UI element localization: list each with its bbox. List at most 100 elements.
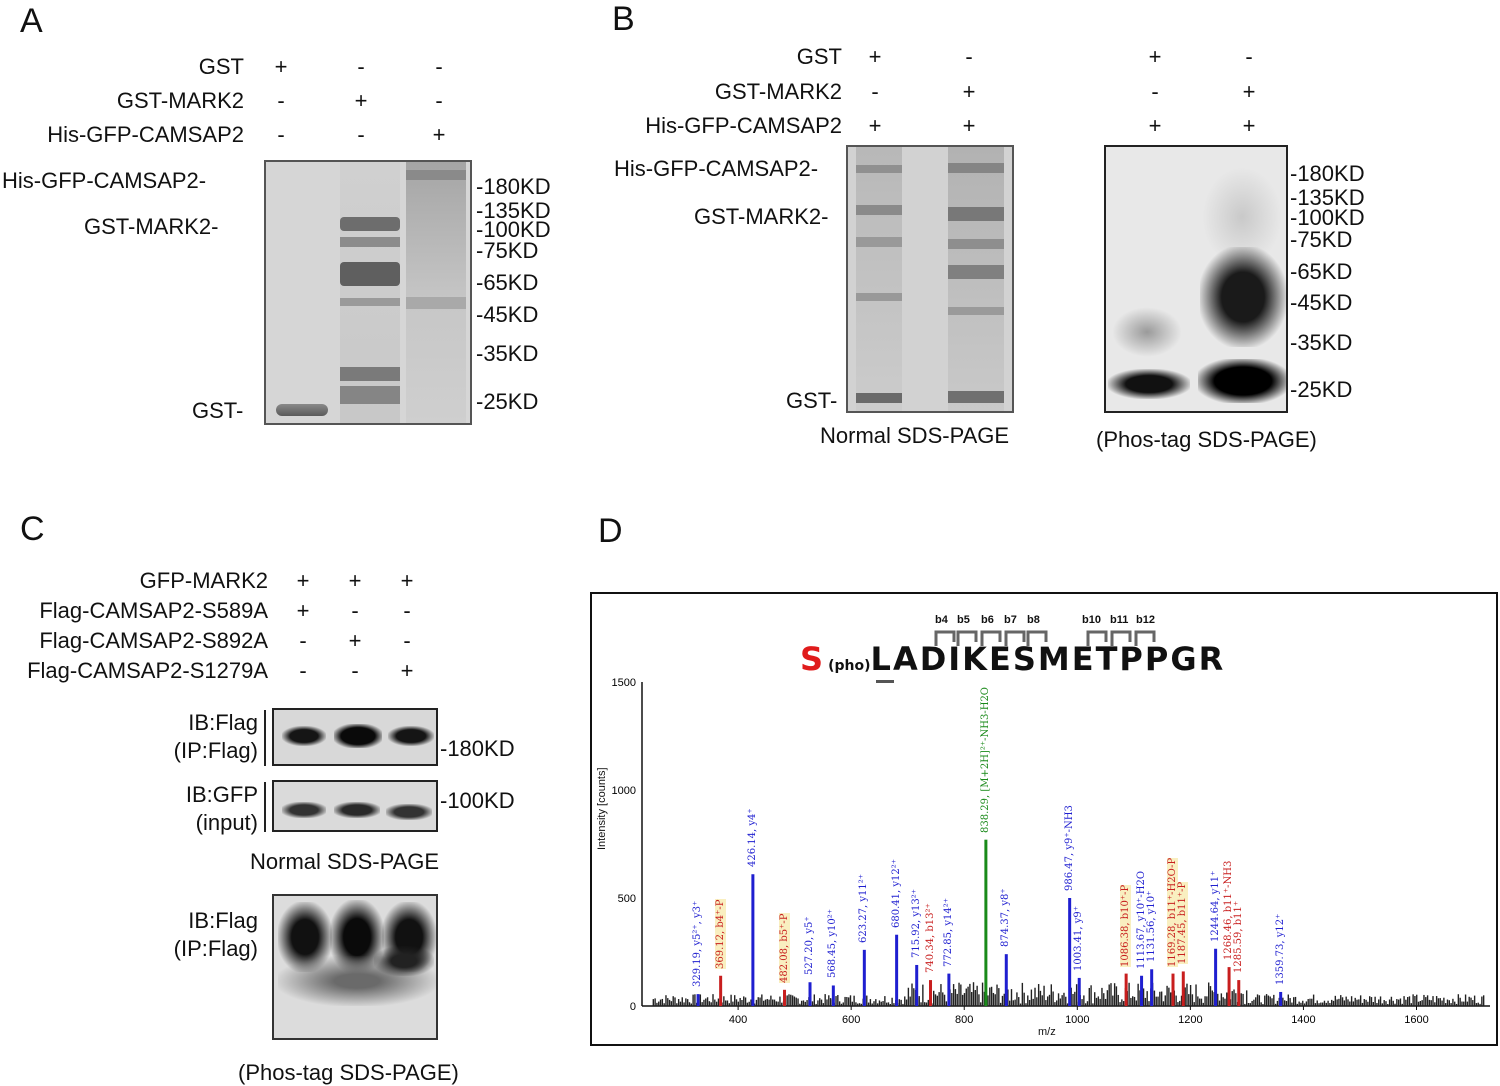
- x-tick-label: 1400: [1291, 1014, 1315, 1026]
- marker-label: -100KD: [1290, 205, 1365, 230]
- sign: +: [348, 568, 362, 593]
- sign: +: [400, 658, 414, 683]
- spectrum-peak: [947, 973, 951, 1006]
- sign: +: [354, 88, 368, 113]
- band-label: GST-: [786, 388, 838, 413]
- y-tick-label: 0: [630, 1001, 636, 1013]
- marker-label: -35KD: [476, 341, 539, 366]
- sign: -: [277, 122, 285, 147]
- gel-a: [264, 160, 472, 425]
- panel-letter-b: B: [612, 0, 635, 38]
- peak-annotation: 680.41, y12²⁺: [890, 858, 902, 928]
- spectrum-peak: [831, 985, 835, 1006]
- sign: -: [1151, 79, 1159, 104]
- spectrum-peak: [719, 975, 723, 1006]
- blot-ib-gfp: [272, 780, 438, 832]
- blot-label: IB:Flag: [188, 908, 258, 933]
- b-ion-label: b12: [1136, 614, 1155, 626]
- peak-annotation: 1285.59, b11⁺: [1232, 900, 1244, 974]
- spectrum-peak: [1124, 973, 1128, 1006]
- sign: -: [871, 79, 879, 104]
- blot-phostag: [272, 894, 438, 1040]
- ms-spectrum: 0 500 1000 1500 400 600 800 1000 1200 1400 160…: [612, 677, 1490, 1026]
- b-ion-label: b5: [957, 614, 970, 626]
- sign: +: [868, 113, 882, 138]
- marker-label: -65KD: [1290, 259, 1353, 284]
- sequence-text: LADIKESMETPPGR: [870, 640, 1226, 678]
- sign: -: [351, 658, 359, 683]
- peak-annotation: 1086.38, b10⁺-P: [1120, 884, 1132, 967]
- peak-annotation: 1359.73, y12⁺: [1274, 913, 1286, 985]
- peak-annotation: 715.92, y13²⁺: [910, 888, 922, 958]
- b-ion-label: b7: [1004, 614, 1017, 626]
- spectrum-peak: [1181, 971, 1185, 1006]
- spectrum-peak: [1068, 898, 1072, 1006]
- caption-normal-sds: Normal SDS-PAGE: [250, 849, 440, 874]
- sign: -: [435, 88, 443, 113]
- marker-label: -100KD: [476, 217, 551, 242]
- y-ion-marker: [876, 680, 894, 683]
- sign: -: [435, 54, 443, 79]
- caption-phostag-sds: (Phos-tag SDS-PAGE): [1096, 427, 1317, 452]
- spectrum-peak: [1004, 954, 1008, 1006]
- sign: -: [357, 54, 365, 79]
- blot-ib-flag: [272, 708, 438, 766]
- row-label: His-GFP-CAMSAP2: [47, 122, 244, 147]
- phospho-residue: S: [800, 640, 824, 678]
- spectrum-peak: [751, 874, 755, 1006]
- x-tick-label: 1600: [1404, 1014, 1428, 1026]
- peak-annotation: 1244.64, y11⁺: [1209, 870, 1221, 942]
- sign: -: [299, 658, 307, 683]
- row-label: GST: [796, 44, 842, 69]
- y-tick-label: 1500: [612, 677, 636, 689]
- b-ion-label: b10: [1082, 614, 1101, 626]
- spectrum-peak: [1214, 948, 1218, 1006]
- marker-label: -35KD: [1290, 330, 1353, 355]
- spectrum-peak: [696, 994, 700, 1006]
- row-label: His-GFP-CAMSAP2: [645, 113, 842, 138]
- peak-annotation: 1113.67, y10⁺-H2O: [1135, 870, 1147, 969]
- spectrum-peak: [1171, 973, 1175, 1006]
- blot-label: IB:Flag: [188, 710, 258, 735]
- gel-b-normal: [846, 145, 1014, 413]
- caption-normal-sds: Normal SDS-PAGE: [820, 423, 1010, 448]
- band-label: GST-MARK2-: [694, 204, 829, 229]
- marker-label: -75KD: [1290, 227, 1353, 252]
- peak-annotation: 772.85, y14²⁺: [942, 897, 954, 967]
- peak-annotation: 568.45, y10²⁺: [827, 909, 839, 979]
- peak-annotation: 623.27, y11²⁺: [858, 873, 870, 943]
- spectrum-peak: [862, 949, 866, 1006]
- row-label: Flag-CAMSAP2-S892A: [39, 628, 268, 653]
- row-label: Flag-CAMSAP2-S589A: [39, 598, 268, 623]
- spectrum-peak: [783, 989, 787, 1006]
- bracket-line: [264, 782, 266, 832]
- peak-annotation: 1131.56, y10⁺: [1145, 890, 1157, 963]
- x-axis-label: m/z: [1038, 1026, 1056, 1038]
- b-ion-label: b6: [981, 614, 994, 626]
- x-tick-label: 1200: [1178, 1014, 1202, 1026]
- blot-label: (IP:Flag): [173, 738, 258, 763]
- row-label: GFP-MARK2: [139, 568, 268, 593]
- spectrum-peak: [929, 980, 933, 1006]
- sign: +: [348, 628, 362, 653]
- sign: -: [299, 628, 307, 653]
- sign: +: [400, 568, 414, 593]
- gel-b-phostag: [1104, 145, 1288, 413]
- marker-label: -45KD: [476, 302, 539, 327]
- sign: +: [1148, 113, 1162, 138]
- phospho-tag: (pho): [828, 658, 871, 674]
- spectrum-peak: [1077, 977, 1081, 1006]
- blot-label: IB:GFP: [185, 782, 258, 807]
- marker-label: -135KD: [1290, 185, 1365, 210]
- peak-annotation: 874.37, y8⁺: [1000, 888, 1012, 948]
- row-label: GST-MARK2: [116, 88, 244, 113]
- spectrum-peak: [1237, 980, 1241, 1006]
- marker-label: -25KD: [476, 389, 539, 414]
- peak-annotation: 426.14, y4⁺: [746, 808, 758, 868]
- x-tick-label: 400: [729, 1014, 747, 1026]
- spectrum-peak: [1227, 967, 1231, 1006]
- sign: +: [296, 568, 310, 593]
- sign: +: [1148, 44, 1162, 69]
- peptide-sequence: S (pho)LADIKESMETPPGR: [800, 640, 1225, 688]
- row-label: Flag-CAMSAP2-S1279A: [27, 658, 268, 683]
